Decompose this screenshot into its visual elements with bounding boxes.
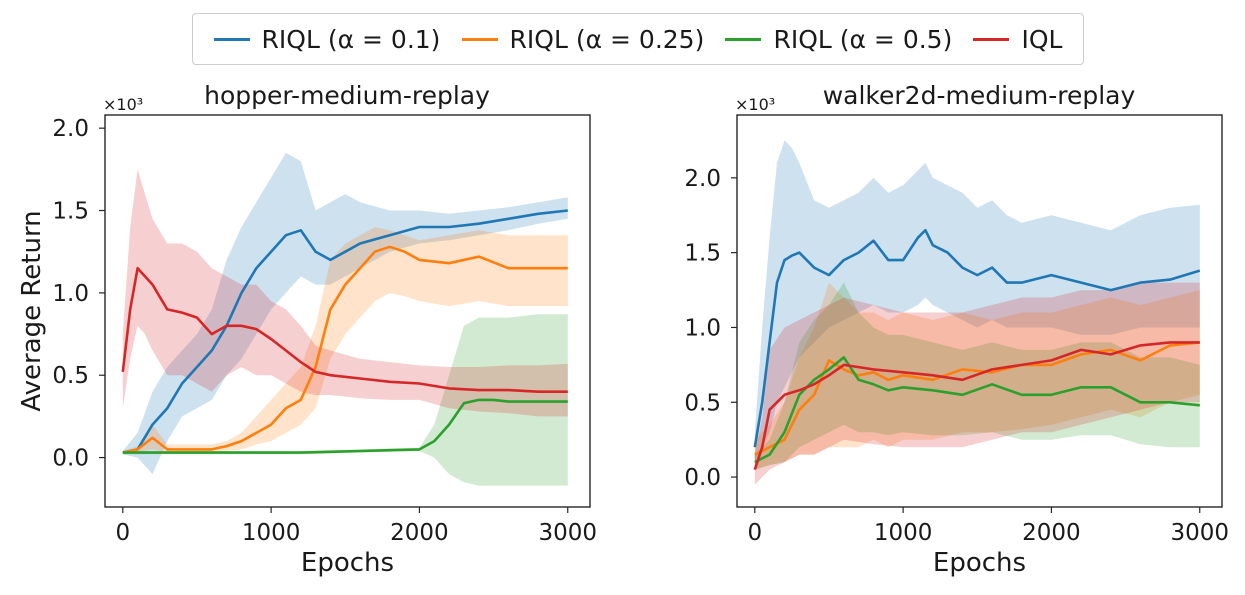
band-0 — [754, 140, 1200, 463]
axis-multiplier: ×10³ — [735, 95, 775, 114]
legend-label: RIQL (α = 0.5) — [773, 24, 953, 54]
band-2 — [122, 314, 568, 486]
series-line-1 — [754, 341, 1200, 456]
legend-line-blue-icon — [213, 37, 250, 41]
y-tick-label: 0.5 — [684, 390, 721, 416]
legend-line-green-icon — [725, 37, 762, 41]
band-3 — [754, 282, 1200, 485]
legend-line-red-icon — [973, 37, 1010, 41]
band-2 — [754, 282, 1200, 470]
legend-label: RIQL (α = 0.1) — [261, 24, 441, 54]
x-tick-label: 3000 — [1170, 520, 1229, 546]
y-tick-label: 2.0 — [684, 166, 721, 192]
x-tick-label: 3000 — [538, 520, 597, 546]
legend-item-iql: IQL — [973, 25, 1062, 54]
axes-frame — [104, 114, 591, 508]
y-tick-label: 0.0 — [684, 465, 721, 491]
series-line-2 — [754, 356, 1200, 464]
chart-walker2d: 0 1000 2000 3000 0.0 0.5 1.0 1.5 2.0 walker2d-med… — [684, 81, 1229, 578]
legend-label: RIQL (α = 0.25) — [509, 24, 705, 54]
x-axis-label: Epochs — [301, 548, 394, 578]
legend-item-riql-0-5: RIQL (α = 0.5) — [725, 25, 952, 54]
band-1 — [122, 227, 568, 455]
x-tick-label: 0 — [747, 520, 762, 546]
legend-item-riql-0-25: RIQL (α = 0.25) — [461, 24, 705, 54]
y-tick-label: 0.5 — [52, 363, 89, 389]
chart-title: hopper-medium-replay — [204, 81, 490, 110]
band-3 — [122, 169, 568, 417]
x-tick-label: 2000 — [1022, 520, 1081, 546]
x-tick-label: 0 — [115, 520, 130, 546]
x-tick-label: 2000 — [390, 520, 449, 546]
y-tick-label: 1.0 — [52, 281, 89, 307]
legend-label: IQL — [1021, 24, 1063, 54]
legend-line-orange-icon — [461, 37, 498, 41]
y-tick-label: 1.0 — [684, 315, 721, 341]
chart-hopper: 0 1000 2000 3000 0.0 0.5 1.0 1.5 2.0 hopper-mediu… — [17, 81, 597, 578]
y-tick-label: 2.0 — [52, 116, 89, 142]
legend-item-riql-0-1: RIQL (α = 0.1) — [213, 24, 441, 54]
x-tick-label: 1000 — [874, 520, 933, 546]
y-tick-label: 0.0 — [52, 446, 89, 472]
series-line-3 — [753, 341, 1200, 471]
band-1 — [754, 282, 1200, 470]
series-line-3 — [121, 266, 568, 394]
axes-frame — [736, 114, 1223, 508]
y-tick-label: 1.5 — [684, 241, 721, 267]
series-line-1 — [122, 245, 568, 454]
series-line-2 — [122, 398, 568, 454]
chart-title: walker2d-medium-replay — [823, 81, 1136, 110]
axis-multiplier: ×10³ — [103, 95, 143, 114]
x-axis-label: Epochs — [933, 548, 1026, 578]
band-0 — [122, 152, 568, 475]
y-axis-label: Average Return — [17, 210, 47, 411]
series-line-0 — [122, 209, 568, 454]
legend: RIQL (α = 0.1) RIQL (α = 0.25) RIQL (α =… — [192, 13, 1084, 65]
y-tick-label: 1.5 — [52, 199, 89, 225]
series-line-0 — [753, 228, 1201, 448]
x-tick-label: 1000 — [242, 520, 301, 546]
